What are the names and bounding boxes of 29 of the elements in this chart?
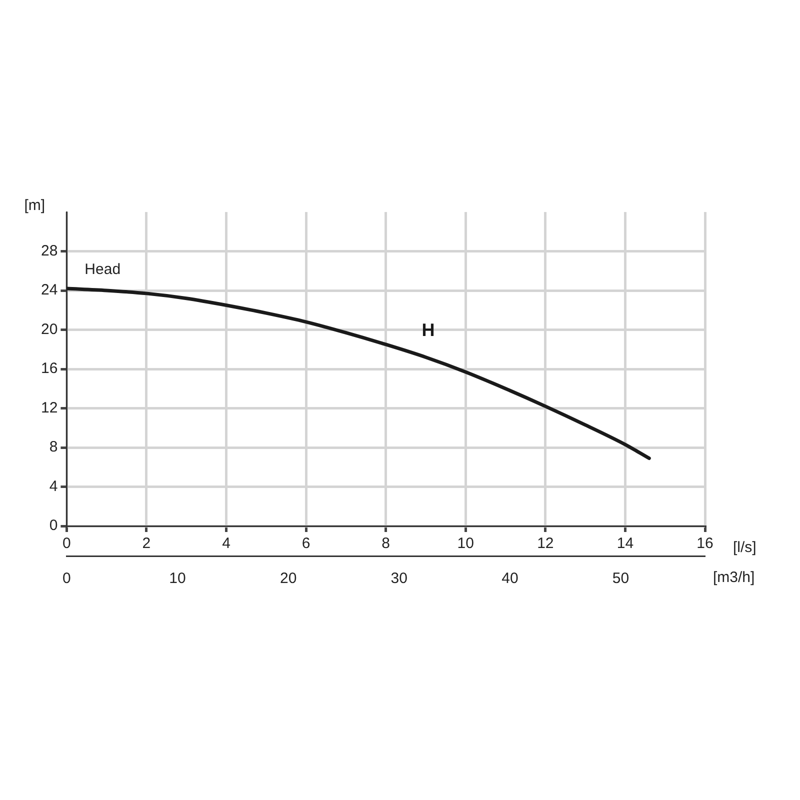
y-tick-label: 16	[40, 360, 58, 378]
y-tick-label: 4	[49, 478, 58, 495]
x-tick-label: 10	[457, 535, 474, 552]
series-label: H	[422, 320, 435, 340]
x2-tick-label: 30	[390, 570, 408, 588]
y-tick-label: 20	[40, 320, 58, 338]
annotation: Head	[84, 261, 121, 278]
x-tick-label: 12	[537, 535, 554, 552]
x2-tick-label: 0	[62, 570, 71, 588]
x-tick-label: 8	[382, 535, 390, 552]
x2-tick-label: 40	[502, 570, 518, 588]
y-tick-label: 12	[40, 399, 58, 416]
x2-tick-label: 10	[169, 570, 186, 588]
y-tick-label: 8	[49, 438, 58, 456]
x2-tick-label: 50	[612, 570, 630, 588]
line-series	[66, 286, 651, 460]
y-tick-label: 24	[40, 282, 58, 299]
y-tick-label: 28	[40, 242, 58, 260]
y-axis-title: [m]	[24, 197, 46, 214]
x-tick-label: 4	[222, 535, 230, 552]
x-tick-label: 2	[142, 535, 151, 552]
x-axis-title: [l/s]	[733, 539, 756, 556]
x-tick-label: 14	[616, 535, 634, 552]
x-tick-label: 16	[696, 535, 714, 552]
x-tick-label: 0	[62, 535, 71, 552]
x2-axis-title: [m3/h]	[713, 569, 755, 586]
x-tick-label: 6	[302, 535, 310, 552]
y-tick-label: 0	[49, 517, 58, 534]
x2-tick-label: 20	[280, 570, 297, 588]
